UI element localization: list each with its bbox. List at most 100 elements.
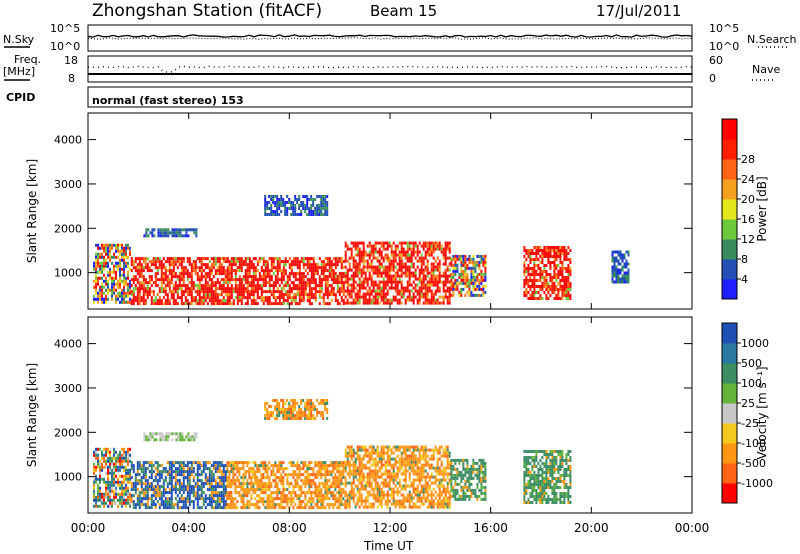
data-cell [410, 298, 413, 302]
data-cell [266, 488, 269, 492]
data-cell [220, 491, 223, 495]
data-cell [370, 502, 373, 506]
data-cell [282, 284, 285, 288]
colorbar-segment [722, 159, 737, 180]
data-cell [146, 266, 149, 270]
data-cell [158, 266, 161, 270]
data-cell [200, 488, 203, 492]
data-cell [569, 297, 572, 300]
data-cell [121, 258, 123, 262]
data-cell [93, 462, 95, 466]
data-cell [272, 290, 275, 294]
data-cell [274, 266, 277, 270]
data-cell [615, 280, 618, 284]
data-cell [348, 502, 351, 506]
data-cell [171, 231, 174, 235]
data-cell [264, 284, 267, 288]
data-cell [320, 272, 323, 276]
data-cell [386, 277, 389, 281]
data-cell [172, 275, 175, 279]
data-cell [322, 482, 325, 486]
data-cell [296, 201, 299, 204]
data-cell [103, 447, 105, 451]
colorbar-segment [722, 179, 737, 200]
data-cell [278, 204, 281, 207]
data-cell [134, 266, 137, 270]
data-cell [103, 279, 105, 283]
data-cell [388, 298, 391, 302]
data-cell [416, 244, 419, 248]
data-cell [354, 265, 357, 269]
data-cell [200, 497, 203, 501]
data-cell [619, 256, 622, 260]
data-cell [164, 506, 167, 510]
data-cell [296, 479, 299, 483]
data-cell [374, 475, 377, 479]
data-cell [543, 249, 546, 252]
data-cell [380, 451, 383, 455]
data-cell [220, 494, 223, 498]
data-cell [376, 475, 379, 479]
data-cell [302, 461, 305, 465]
data-cell [310, 296, 313, 300]
data-cell [294, 293, 297, 297]
data-cell [454, 266, 457, 270]
data-cell [294, 470, 297, 474]
data-cell [374, 298, 377, 302]
data-cell [146, 503, 149, 507]
data-cell [380, 463, 383, 467]
data-cell [127, 498, 129, 502]
data-cell [152, 263, 155, 267]
data-cell [404, 301, 407, 305]
data-cell [338, 260, 341, 264]
data-cell [142, 296, 145, 300]
data-cell [222, 476, 225, 480]
data-cell [220, 299, 223, 303]
data-cell [452, 272, 455, 276]
data-cell [402, 253, 405, 257]
data-cell [196, 467, 199, 471]
data-cell [621, 259, 624, 263]
data-cell [384, 256, 387, 260]
data-cell [452, 254, 455, 258]
data-cell [95, 501, 97, 505]
data-cell [380, 481, 383, 485]
data-cell [184, 476, 187, 480]
data-cell [182, 464, 185, 468]
data-cell [113, 285, 115, 289]
data-cell [222, 479, 225, 483]
data-cell [190, 296, 193, 300]
data-cell [125, 477, 127, 481]
data-cell [314, 491, 317, 495]
data-cell [290, 201, 293, 204]
data-cell [140, 497, 143, 501]
data-cell [236, 485, 239, 489]
data-cell [376, 265, 379, 269]
data-cell [176, 290, 179, 294]
data-cell [442, 250, 445, 254]
data-cell [284, 257, 287, 261]
data-cell [276, 476, 279, 480]
data-cell [430, 268, 433, 272]
data-cell [127, 456, 129, 460]
data-cell [142, 497, 145, 501]
data-cell [166, 503, 169, 507]
data-cell [204, 473, 207, 477]
data-cell [250, 263, 253, 267]
data-cell [214, 491, 217, 495]
data-cell [244, 302, 247, 306]
data-cell [533, 252, 536, 255]
data-cell [324, 198, 327, 201]
data-cell [296, 464, 299, 468]
data-cell [190, 467, 193, 471]
data-cell [138, 497, 141, 501]
data-cell [95, 477, 97, 481]
data-cell [176, 473, 179, 477]
data-cell [334, 503, 337, 507]
data-cell [130, 482, 133, 486]
data-cell [328, 302, 331, 306]
data-cell [452, 287, 455, 291]
data-cell [356, 445, 359, 449]
data-cell [342, 272, 345, 276]
data-cell [119, 279, 121, 283]
